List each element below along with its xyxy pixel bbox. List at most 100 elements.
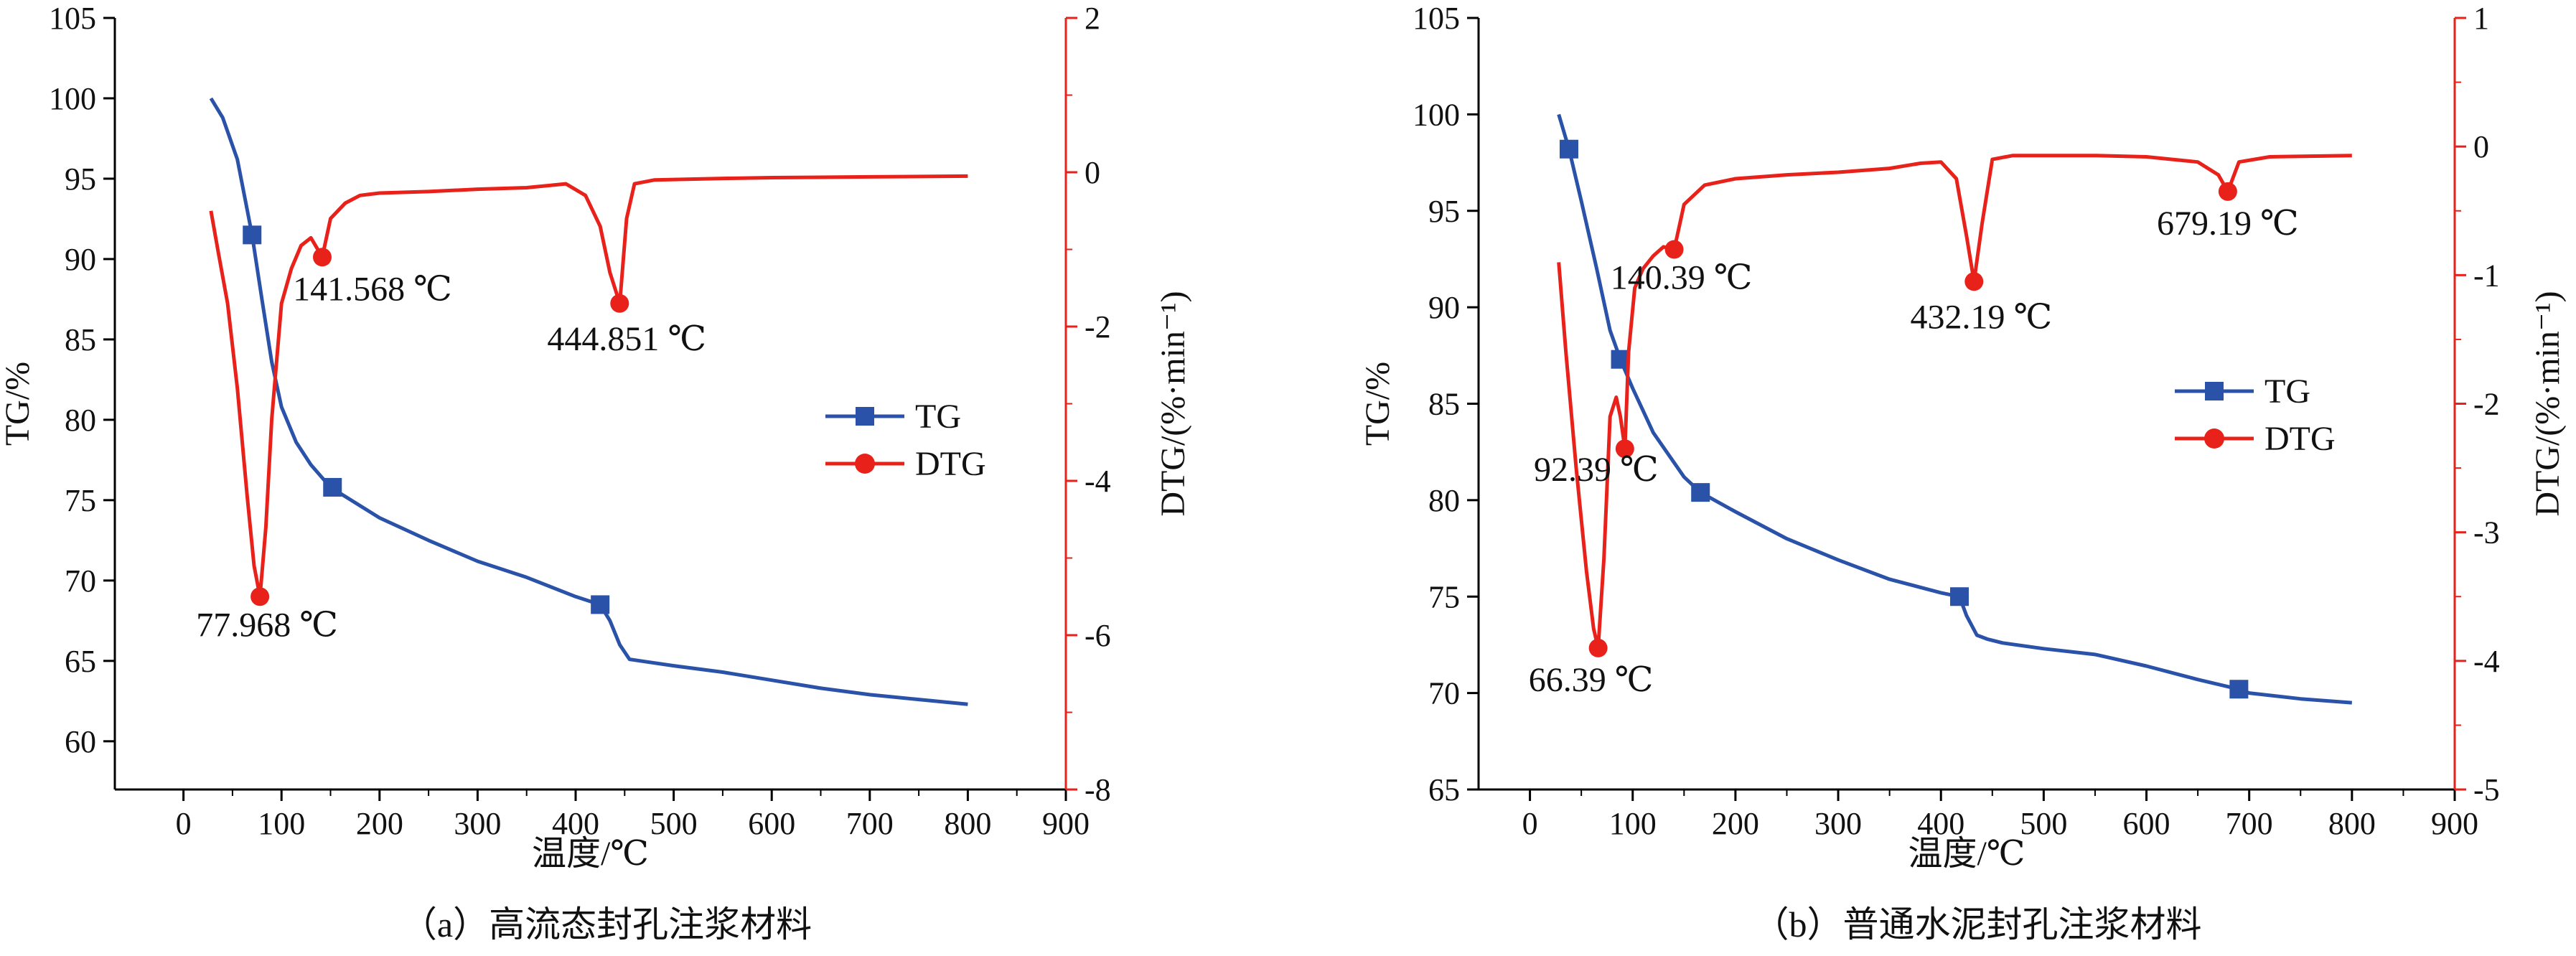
dtg-peak-marker xyxy=(1964,272,1984,291)
y-right-tick-label: 2 xyxy=(1085,1,1100,36)
y-right-tick-label: -6 xyxy=(1085,618,1111,653)
x-tick-label: 800 xyxy=(944,806,991,841)
tg-marker xyxy=(323,477,342,497)
tg-marker xyxy=(2229,680,2249,699)
tg-marker xyxy=(1559,139,1578,159)
peak-annotation: 140.39 ℃ xyxy=(1611,259,1753,297)
y-right-tick-label: 0 xyxy=(1085,155,1100,190)
panel-a: 0 100 200 300 400 500 600 700 800 900606570758085… xyxy=(0,1,1192,945)
dtg-peak-marker xyxy=(1615,439,1634,459)
legend: TG DTG xyxy=(825,398,986,483)
legend-marker-tg xyxy=(856,407,874,426)
legend-marker-dtg xyxy=(855,454,875,474)
x-tick-label: 300 xyxy=(454,806,501,841)
x-tick-label: 500 xyxy=(2020,806,2067,841)
y-left-tick-label: 95 xyxy=(1428,194,1460,229)
y-left-tick-label: 105 xyxy=(49,1,96,36)
peak-annotation: 141.568 ℃ xyxy=(293,270,452,308)
legend-label-dtg: DTG xyxy=(915,445,986,483)
peak-annotation: 679.19 ℃ xyxy=(2157,205,2299,243)
x-tick-label: 400 xyxy=(552,806,599,841)
x-tick-label: 100 xyxy=(258,806,305,841)
y-right-tick-label: -8 xyxy=(1085,772,1111,807)
series-line-dtg xyxy=(1557,154,2352,650)
y-left-tick-label: 80 xyxy=(65,403,96,438)
y-left-tick-label: 90 xyxy=(1428,290,1460,325)
y-left-tick-label: 105 xyxy=(1413,1,1460,36)
tg-marker xyxy=(591,595,610,614)
x-axis-label: 温度/℃ xyxy=(1908,835,2025,873)
x-tick-label: 500 xyxy=(650,806,698,841)
dtg-peak-marker xyxy=(1588,638,1608,657)
x-tick-label: 100 xyxy=(1609,806,1657,841)
dtg-peak-marker xyxy=(2218,182,2237,201)
x-tick-label: 0 xyxy=(176,806,192,841)
y-left-tick-label: 60 xyxy=(65,724,96,759)
y-right-tick-label: -5 xyxy=(2473,772,2500,807)
peak-annotation: 66.39 ℃ xyxy=(1529,661,1654,699)
series-line-dtg xyxy=(209,174,968,599)
x-tick-label: 900 xyxy=(1042,806,1090,841)
x-tick-label: 200 xyxy=(1712,806,1759,841)
dtg-peak-marker xyxy=(610,294,629,313)
legend: TG DTG xyxy=(2175,372,2336,458)
y-left-tick-label: 70 xyxy=(1428,676,1460,711)
tg-marker xyxy=(243,225,262,245)
x-tick-label: 300 xyxy=(1814,806,1862,841)
y-left-tick-label: 75 xyxy=(65,483,96,518)
x-tick-label: 0 xyxy=(1522,806,1538,841)
y-left-tick-label: 100 xyxy=(49,81,96,116)
y-left-tick-label: 95 xyxy=(65,161,96,197)
y-left-tick-label: 90 xyxy=(65,242,96,277)
y-left-tick-label: 85 xyxy=(1428,387,1460,422)
y-axis-label-left: TG/% xyxy=(1359,362,1397,446)
series-line-tg xyxy=(209,97,968,706)
series-line-tg xyxy=(1557,113,2352,705)
y-right-tick-label: -1 xyxy=(2473,258,2500,293)
y-axis-label-right: DTG/(%·min⁻¹) xyxy=(1154,291,1192,516)
x-tick-label: 900 xyxy=(2431,806,2478,841)
y-left-tick-label: 80 xyxy=(1428,483,1460,518)
y-left-tick-label: 75 xyxy=(1428,579,1460,614)
y-left-tick-label: 100 xyxy=(1413,97,1460,132)
legend-label-dtg: DTG xyxy=(2264,420,2336,458)
peak-annotation: 92.39 ℃ xyxy=(1534,451,1659,489)
y-right-tick-label: 1 xyxy=(2473,1,2489,36)
x-tick-label: 600 xyxy=(2123,806,2170,841)
x-axis-label: 温度/℃ xyxy=(532,835,649,873)
legend-label-tg: TG xyxy=(2264,372,2310,411)
tg-marker xyxy=(1691,483,1710,502)
x-tick-label: 600 xyxy=(748,806,795,841)
panel-b: 0 100 200 300 400 500 600 700 800 900657075808590… xyxy=(1359,1,2567,945)
y-right-tick-label: -4 xyxy=(1085,464,1111,499)
x-tick-label: 700 xyxy=(2226,806,2273,841)
dtg-peak-marker xyxy=(1664,240,1684,259)
dtg-peak-marker xyxy=(312,248,332,267)
legend-marker-tg xyxy=(2205,382,2224,400)
y-left-tick-label: 70 xyxy=(65,563,96,599)
x-tick-label: 400 xyxy=(1917,806,1964,841)
y-left-tick-label: 85 xyxy=(65,322,96,357)
y-right-tick-label: -3 xyxy=(2473,515,2500,550)
y-axis-label-left: TG/% xyxy=(0,362,37,446)
y-right-tick-label: 0 xyxy=(2473,129,2489,164)
dtg-peak-marker xyxy=(250,587,270,606)
peak-annotation: 444.851 ℃ xyxy=(547,320,706,358)
y-left-tick-label: 65 xyxy=(65,644,96,679)
peak-annotation: 432.19 ℃ xyxy=(1910,298,2052,336)
legend-label-tg: TG xyxy=(915,398,961,436)
x-tick-label: 700 xyxy=(846,806,894,841)
peak-annotation: 77.968 ℃ xyxy=(196,606,338,644)
y-right-tick-label: -4 xyxy=(2473,644,2500,679)
y-axis-label-right: DTG/(%·min⁻¹) xyxy=(2529,291,2567,516)
y-right-tick-label: -2 xyxy=(2473,387,2500,422)
x-tick-label: 800 xyxy=(2328,806,2376,841)
figure-caption: （b）普通水泥封孔注浆材料 xyxy=(1753,904,2202,945)
tg-marker xyxy=(1949,587,1969,606)
legend-marker-dtg xyxy=(2204,428,2224,449)
figure-caption: （a）高流态封孔注浆材料 xyxy=(401,904,812,945)
y-right-tick-label: -2 xyxy=(1085,309,1111,345)
y-left-tick-label: 65 xyxy=(1428,772,1460,807)
x-tick-label: 200 xyxy=(356,806,403,841)
